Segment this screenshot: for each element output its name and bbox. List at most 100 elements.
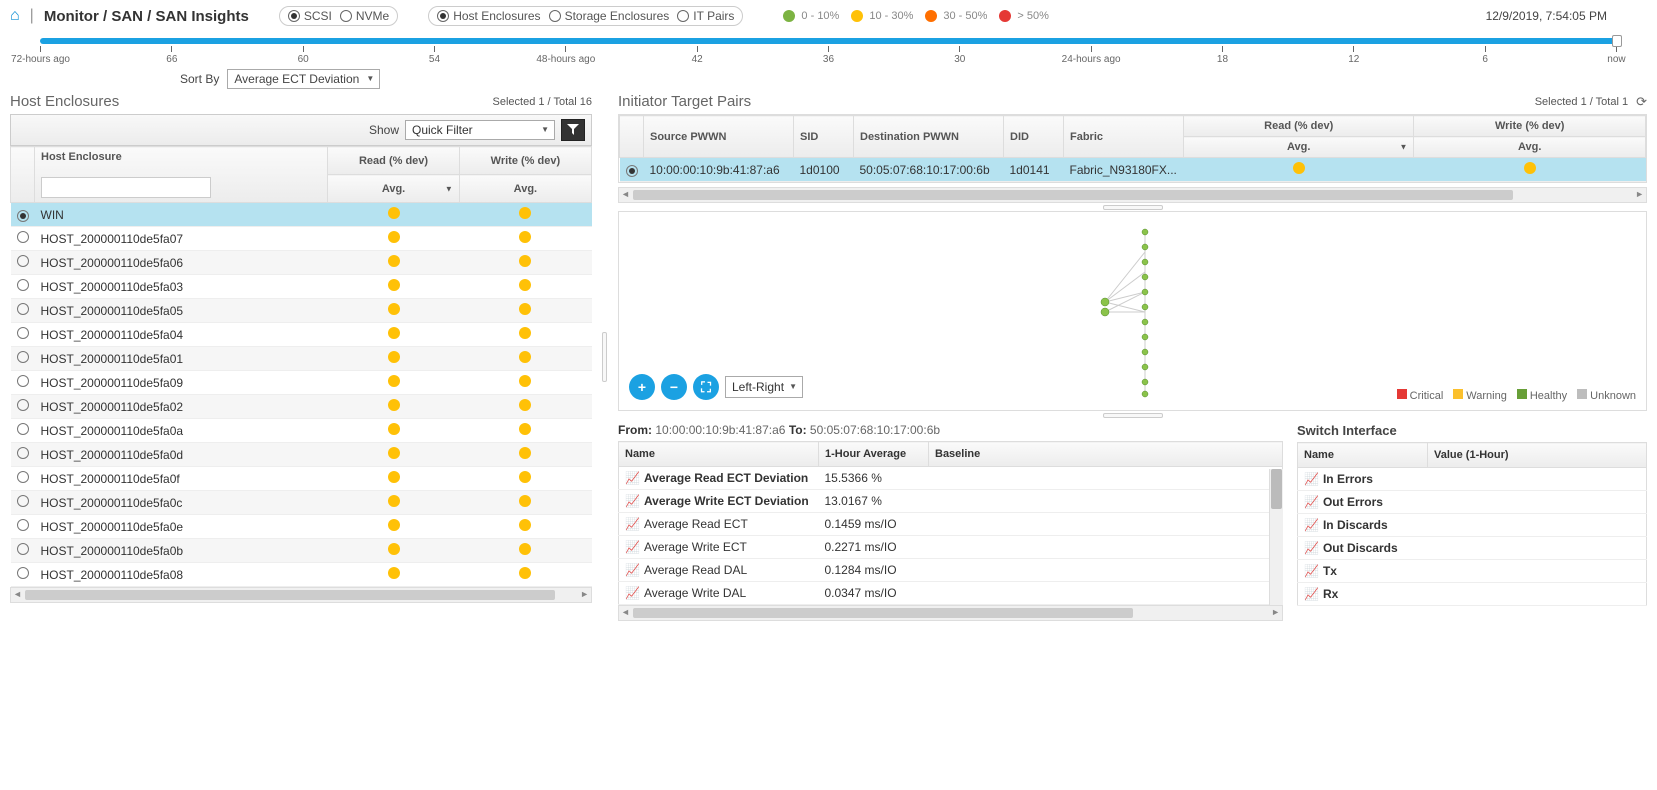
- row-radio[interactable]: [17, 447, 29, 459]
- col-read-avg[interactable]: Avg.: [328, 175, 460, 203]
- row-radio[interactable]: [17, 423, 29, 435]
- refresh-icon[interactable]: ⟳: [1636, 94, 1647, 110]
- col-source-pwwn[interactable]: Source PWWN: [644, 116, 794, 158]
- table-row[interactable]: 📈Average Read ECT Deviation15.5366 %: [619, 467, 1283, 490]
- table-row[interactable]: WIN: [11, 203, 592, 227]
- table-row[interactable]: 📈Tx: [1298, 560, 1647, 583]
- table-row[interactable]: 📈Average Read ECT0.1459 ms/IO: [619, 513, 1283, 536]
- col-host-enclosure[interactable]: Host Enclosure: [35, 147, 328, 203]
- host-filter-input[interactable]: [41, 177, 211, 198]
- chart-icon: 📈: [1304, 587, 1319, 601]
- row-radio[interactable]: [17, 495, 29, 507]
- filter-button[interactable]: [561, 119, 585, 141]
- table-row[interactable]: 📈Average Read DAL0.1284 ms/IO: [619, 559, 1283, 582]
- col-itp-read[interactable]: Read (% dev): [1184, 116, 1414, 137]
- slider-handle[interactable]: [1612, 35, 1622, 47]
- host-h-scrollbar[interactable]: [10, 587, 592, 603]
- row-radio[interactable]: [17, 399, 29, 411]
- write-status-dot: [519, 495, 531, 507]
- col-sid[interactable]: SID: [794, 116, 854, 158]
- table-row[interactable]: 📈Average Write ECT0.2271 ms/IO: [619, 536, 1283, 559]
- read-status-dot: [388, 423, 400, 435]
- row-radio[interactable]: [17, 303, 29, 315]
- itp-status: Selected 1 / Total 1: [1535, 96, 1628, 108]
- table-row[interactable]: 📈Average Write ECT Deviation13.0167 %: [619, 490, 1283, 513]
- table-row[interactable]: HOST_200000110de5fa06: [11, 251, 592, 275]
- table-row[interactable]: HOST_200000110de5fa08: [11, 563, 592, 587]
- time-range-slider[interactable]: 72-hours ago66605448-hours ago42363024-h…: [40, 38, 1617, 65]
- itp-h-scrollbar[interactable]: [618, 187, 1647, 203]
- layout-select[interactable]: Left-Right: [725, 376, 803, 398]
- col-fabric[interactable]: Fabric: [1064, 116, 1184, 158]
- table-row[interactable]: HOST_200000110de5fa0c: [11, 491, 592, 515]
- row-radio[interactable]: [17, 327, 29, 339]
- horizontal-splitter-2[interactable]: [618, 411, 1647, 419]
- col-itp-write[interactable]: Write (% dev): [1414, 116, 1646, 137]
- col-did[interactable]: DID: [1004, 116, 1064, 158]
- table-row[interactable]: 📈Out Discards: [1298, 537, 1647, 560]
- col-metric-name[interactable]: Name: [619, 442, 819, 467]
- col-1hr-avg[interactable]: 1-Hour Average: [819, 442, 929, 467]
- read-status-dot: [388, 279, 400, 291]
- radio-it-pairs[interactable]: IT Pairs: [677, 9, 734, 23]
- table-row[interactable]: HOST_200000110de5fa09: [11, 371, 592, 395]
- zoom-out-button[interactable]: −: [661, 374, 687, 400]
- row-radio[interactable]: [17, 519, 29, 531]
- table-row[interactable]: HOST_200000110de5fa04: [11, 323, 592, 347]
- row-radio[interactable]: [17, 255, 29, 267]
- radio-host-enclosures[interactable]: Host Enclosures: [437, 9, 540, 23]
- table-row[interactable]: HOST_200000110de5fa02: [11, 395, 592, 419]
- col-baseline[interactable]: Baseline: [929, 442, 1283, 467]
- table-row[interactable]: 📈In Discards: [1298, 514, 1647, 537]
- radio-nvme[interactable]: NVMe: [340, 9, 389, 23]
- table-row[interactable]: HOST_200000110de5fa0e: [11, 515, 592, 539]
- table-row[interactable]: 📈Out Errors: [1298, 491, 1647, 514]
- row-radio[interactable]: [17, 375, 29, 387]
- col-itp-write-avg[interactable]: Avg.: [1414, 137, 1646, 158]
- fit-screen-button[interactable]: ⛶: [693, 374, 719, 400]
- table-row[interactable]: HOST_200000110de5fa07: [11, 227, 592, 251]
- home-icon[interactable]: ⌂: [10, 7, 20, 25]
- zoom-in-button[interactable]: +: [629, 374, 655, 400]
- table-row[interactable]: HOST_200000110de5fa0a: [11, 419, 592, 443]
- row-radio[interactable]: [17, 210, 29, 222]
- col-write-dev[interactable]: Write (% dev): [459, 147, 591, 175]
- col-read-dev[interactable]: Read (% dev): [328, 147, 460, 175]
- vertical-splitter[interactable]: [602, 93, 608, 621]
- row-radio[interactable]: [17, 279, 29, 291]
- col-dest-pwwn[interactable]: Destination PWWN: [854, 116, 1004, 158]
- metrics-h-scrollbar[interactable]: [618, 605, 1283, 621]
- topology-graph[interactable]: [1085, 222, 1205, 402]
- row-radio[interactable]: [626, 165, 638, 177]
- table-row[interactable]: HOST_200000110de5fa01: [11, 347, 592, 371]
- itp-title: Initiator Target Pairs: [618, 93, 751, 110]
- table-row[interactable]: HOST_200000110de5fa03: [11, 275, 592, 299]
- write-status-dot: [1524, 162, 1536, 174]
- row-radio[interactable]: [17, 567, 29, 579]
- table-row[interactable]: HOST_200000110de5fa05: [11, 299, 592, 323]
- col-switch-name[interactable]: Name: [1298, 443, 1428, 468]
- host-name-cell: HOST_200000110de5fa0f: [35, 467, 328, 491]
- sort-by-select[interactable]: Average ECT Deviation: [227, 69, 380, 89]
- col-switch-value[interactable]: Value (1-Hour): [1428, 443, 1647, 468]
- table-row[interactable]: HOST_200000110de5fa0d: [11, 443, 592, 467]
- host-name-cell: HOST_200000110de5fa0c: [35, 491, 328, 515]
- quick-filter-select[interactable]: Quick Filter: [405, 120, 555, 140]
- row-radio[interactable]: [17, 231, 29, 243]
- horizontal-splitter[interactable]: [618, 203, 1647, 211]
- metrics-v-scrollbar[interactable]: [1269, 469, 1283, 605]
- table-row[interactable]: HOST_200000110de5fa0b: [11, 539, 592, 563]
- table-row[interactable]: HOST_200000110de5fa0f: [11, 467, 592, 491]
- row-radio[interactable]: [17, 471, 29, 483]
- row-radio[interactable]: [17, 543, 29, 555]
- table-row[interactable]: 📈Average Write DAL0.0347 ms/IO: [619, 582, 1283, 605]
- chart-icon: 📈: [625, 540, 640, 554]
- table-row[interactable]: 10:00:00:10:9b:41:87:a61d010050:05:07:68…: [620, 158, 1646, 182]
- radio-storage-enclosures[interactable]: Storage Enclosures: [549, 9, 670, 23]
- table-row[interactable]: 📈In Errors: [1298, 468, 1647, 491]
- row-radio[interactable]: [17, 351, 29, 363]
- col-itp-read-avg[interactable]: Avg.: [1184, 137, 1414, 158]
- col-write-avg[interactable]: Avg.: [459, 175, 591, 203]
- table-row[interactable]: 📈Rx: [1298, 583, 1647, 606]
- radio-scsi[interactable]: SCSI: [288, 9, 332, 23]
